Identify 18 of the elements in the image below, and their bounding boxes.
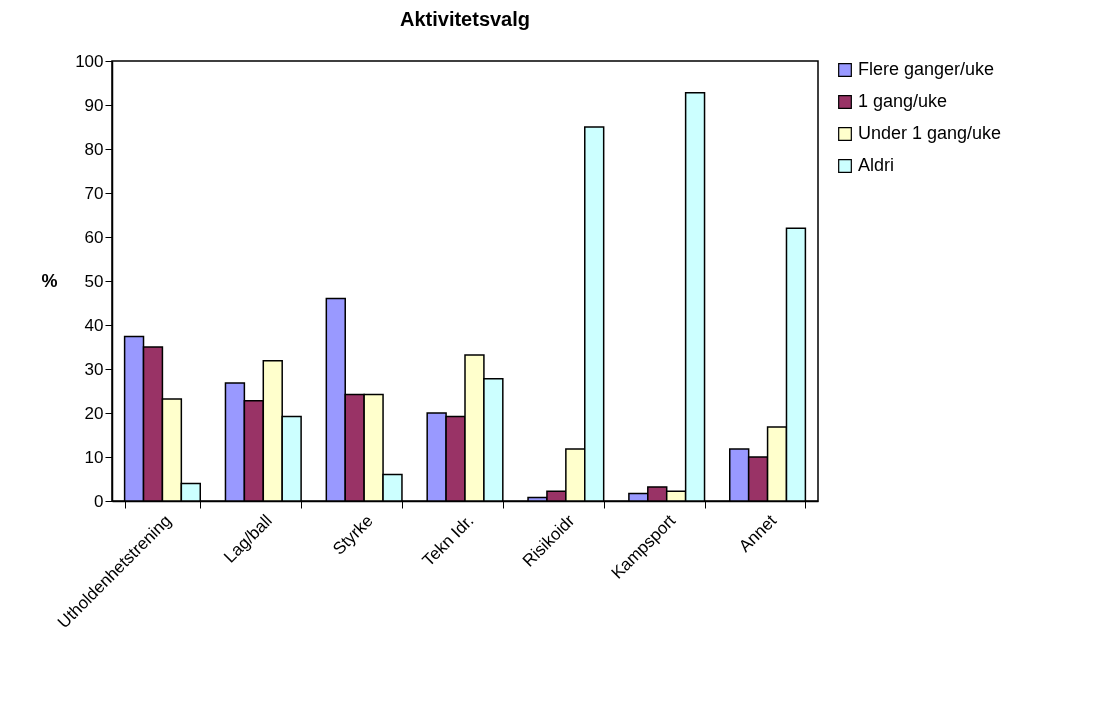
y-tick-label: 70 [84,183,104,203]
y-tick-label: 10 [84,447,104,467]
y-tick-label: 0 [94,491,104,511]
y-tick-label: 30 [84,359,104,379]
y-tick-label: 50 [84,271,104,291]
legend-label: Under 1 gang/uke [858,123,1002,143]
chart-title: Aktivitetsvalg [399,8,531,30]
y-tick-label: 90 [84,95,104,115]
legend-label: Flere ganger/uke [858,59,995,79]
y-tick-label: 40 [84,315,104,335]
y-tick-label: 60 [84,227,104,247]
y-tick-label: 80 [84,139,104,159]
y-tick-label: 100 [75,51,104,71]
legend-label: Aldri [858,155,895,175]
y-axis-title: % [41,270,58,291]
legend-label: 1 gang/uke [858,91,948,111]
x-tick-label: Tekn Idr. [418,511,478,570]
y-tick-label: 20 [84,403,104,423]
